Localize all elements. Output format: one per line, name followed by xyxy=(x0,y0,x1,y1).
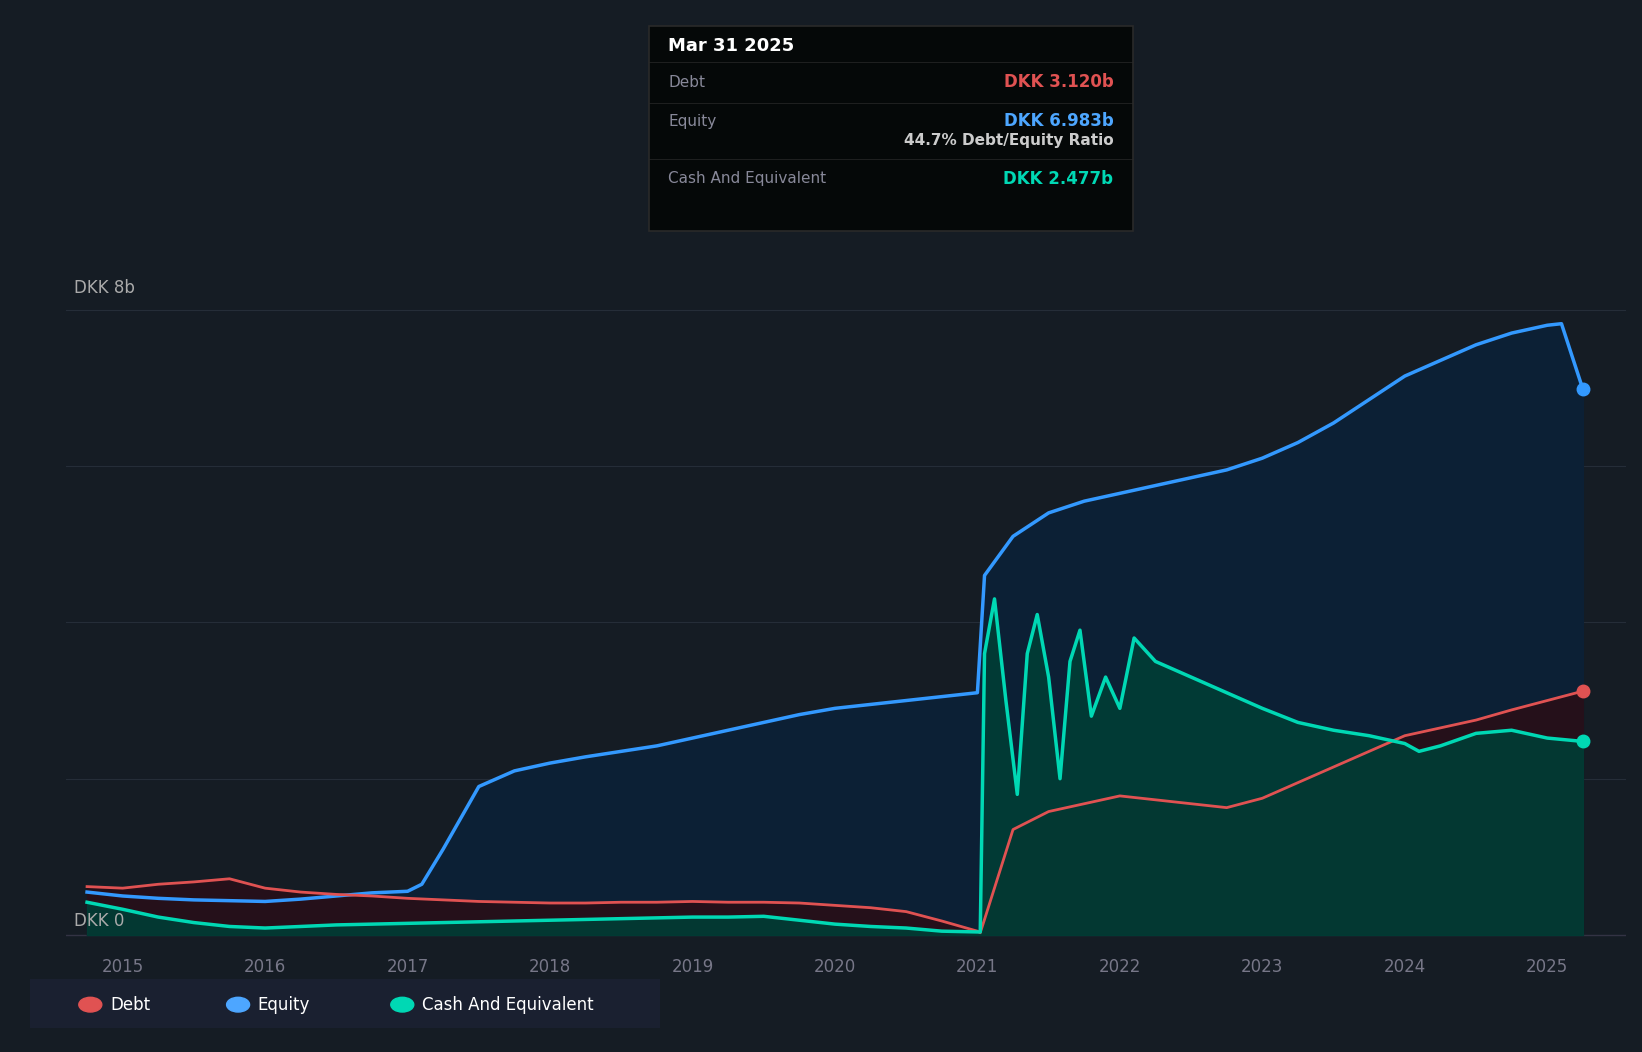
Text: DKK 0: DKK 0 xyxy=(74,912,125,930)
Text: Mar 31 2025: Mar 31 2025 xyxy=(668,37,795,55)
Text: DKK 3.120b: DKK 3.120b xyxy=(1003,74,1113,92)
Text: Debt: Debt xyxy=(668,75,706,89)
Text: Debt: Debt xyxy=(110,995,149,1014)
Text: 44.7% Debt/Equity Ratio: 44.7% Debt/Equity Ratio xyxy=(903,134,1113,148)
Text: DKK 8b: DKK 8b xyxy=(74,279,135,297)
Text: Equity: Equity xyxy=(258,995,310,1014)
Text: DKK 2.477b: DKK 2.477b xyxy=(1003,169,1113,188)
Text: Cash And Equivalent: Cash And Equivalent xyxy=(422,995,594,1014)
Text: Equity: Equity xyxy=(668,114,716,129)
Text: DKK 6.983b: DKK 6.983b xyxy=(1003,113,1113,130)
Text: Cash And Equivalent: Cash And Equivalent xyxy=(668,171,826,186)
